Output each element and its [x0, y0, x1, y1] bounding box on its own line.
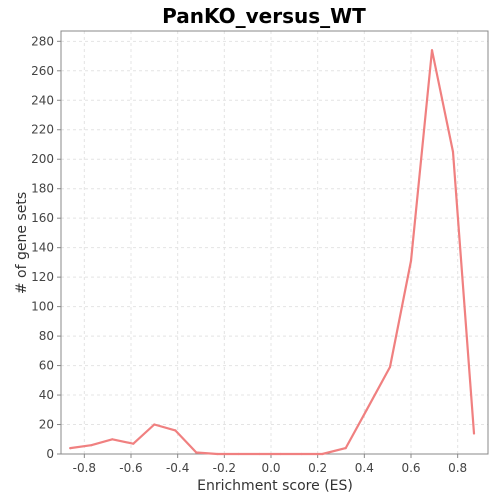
y-axis-label: # of gene sets — [14, 192, 30, 294]
y-tick-label: 240 — [31, 93, 54, 107]
x-tick-label: 0.8 — [448, 461, 467, 475]
y-tick-label: 80 — [39, 329, 54, 343]
data-point — [216, 452, 219, 456]
y-tick-label: 260 — [31, 64, 54, 78]
data-point — [344, 447, 347, 450]
x-tick-label: -0.4 — [166, 461, 189, 475]
y-tick-label: 280 — [31, 34, 54, 48]
x-tick-label: 0.0 — [261, 461, 280, 475]
x-tick-labels: -0.8 -0.6 -0.4 -0.2 0.0 0.2 0.4 0.6 0.8 — [73, 461, 468, 475]
y-tick-label: 20 — [39, 418, 54, 432]
y-tick-labels: 0 20 40 60 80 100 120 140 160 180 200 220 240 260 280 — [31, 34, 54, 461]
x-tick-label: -0.2 — [213, 461, 236, 475]
data-point — [153, 423, 156, 426]
x-tick-label: -0.8 — [73, 461, 96, 475]
data-point — [258, 452, 261, 456]
grid-lines — [61, 31, 488, 455]
y-tick-label: 60 — [39, 359, 54, 373]
data-point — [132, 442, 135, 445]
y-tick-label: 180 — [31, 182, 54, 196]
y-tick-label: 40 — [39, 388, 54, 402]
data-point — [451, 150, 455, 153]
y-tick-label: 160 — [31, 211, 54, 225]
series-line-0 — [69, 49, 476, 456]
y-tick-label: 140 — [31, 241, 54, 255]
data-point — [321, 452, 324, 456]
series-layer — [69, 49, 476, 456]
x-tick-label: 0.2 — [308, 461, 327, 475]
data-point — [69, 447, 72, 450]
x-tick-label: 0.6 — [401, 461, 420, 475]
data-point — [279, 452, 282, 456]
data-point — [111, 438, 114, 441]
data-point — [388, 365, 392, 369]
y-tick-label: 0 — [46, 447, 54, 461]
data-point — [430, 49, 434, 52]
data-point — [365, 408, 368, 411]
plot-area-border — [60, 30, 489, 455]
x-axis-label: Enrichment score (ES) — [197, 478, 353, 494]
data-point — [472, 432, 476, 435]
x-tick-label: 0.4 — [355, 461, 374, 475]
data-point — [90, 444, 93, 447]
y-tick-label: 200 — [31, 152, 54, 166]
y-tick-label: 100 — [31, 300, 54, 314]
data-point — [409, 259, 413, 262]
y-tick-label: 120 — [31, 270, 54, 284]
x-tick-label: -0.6 — [119, 461, 142, 475]
data-point — [195, 451, 198, 454]
chart-title: PanKO_versus_WT — [162, 4, 366, 28]
y-tick-label: 220 — [31, 123, 54, 137]
data-point — [237, 452, 240, 456]
data-point — [174, 429, 177, 432]
data-point — [300, 452, 303, 456]
